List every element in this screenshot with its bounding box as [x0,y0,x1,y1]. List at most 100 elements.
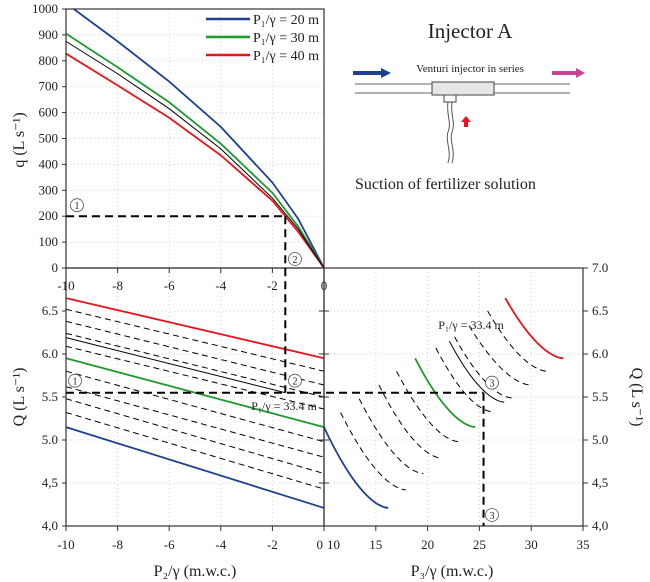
bottom-left-y-tick-label: 4,5 [42,475,58,490]
bottom-right-annotation: P₁/γ = 33.4 m [438,318,504,332]
top-series-line-2 [65,52,325,269]
bottom-left-x-tick-label: 0 [317,537,324,552]
top-y-axis-label: q (L s⁻¹) [11,112,28,167]
bottom-left-x-tick-label: -6 [164,537,175,552]
bottom-right-series-line-1 [414,357,476,428]
inflow-arrow-icon [353,68,391,78]
injector-diagram: Injector A Venturi injector in series Su… [353,19,585,193]
marker-1-bottom-circle [68,373,82,388]
top-x-tick-label: -2 [267,278,278,293]
marker-1-top: 1 [75,201,80,212]
marker-2-top-circle [288,252,302,266]
guide-lines: 1 2 1 2 3 3 [66,198,499,526]
bottom-right-series-line-0 [323,426,389,509]
bottom-left-series-line-10 [65,398,325,475]
marker-2-bottom-circle [288,373,302,388]
bottom-right-x-tick-label: 10 [327,537,340,552]
marker-3-axis-circle [485,508,499,522]
top-series-line-0 [73,8,325,269]
bottom-right-series-line-7 [396,370,459,443]
top-x-tick-label: -8 [112,278,123,293]
bottom-right-y-tick-label: 6.5 [592,303,608,318]
bottom-left-series-line-11 [65,412,325,490]
bottom-left-x-tick-label: -4 [215,537,226,552]
suction-tube [446,101,454,164]
bottom-left-series-line-7 [65,345,325,410]
bottom-right-x-tick-label: 25 [473,537,486,552]
legend-label-2: P₁/γ = 40 m [253,49,319,64]
marker-3-curve: 3 [490,379,495,390]
bottom-right-series-line-5 [358,398,424,475]
bottom-right-x-tick-label: 20 [421,537,434,552]
bottom-right-series-line-2 [504,297,564,360]
bottom-left-series-line-0 [65,297,325,360]
top-x-tick-label: -10 [57,278,74,293]
bottom-left-x-tick-label: -2 [267,537,278,552]
bottom-right-x-axis-label: P₃/γ (m.w.c.) [411,563,494,580]
top-y-tick-label: 0 [52,260,59,275]
bottom-left-annotation: P₁/γ = 33.4 m [251,399,317,413]
top-y-tick-label: 600 [39,105,59,120]
top-y-tick-label: 500 [39,131,59,146]
top-series-line-1 [65,32,325,269]
diagram-title: Injector A [428,19,513,43]
top-series-line-3 [65,40,325,269]
bottom-left-series-line-2 [65,426,325,509]
injector-port [443,94,457,103]
bottom-right-y-tick-label: 5.0 [592,432,608,447]
bottom-right-series-line-9 [454,336,512,399]
bottom-left-series-line-9 [65,386,325,458]
outflow-arrow-icon [552,68,585,78]
bottom-left-y-tick-label: 5.5 [42,389,58,404]
bottom-right-y-axis-label: Q (L s⁻¹) [628,368,645,427]
venturi-injector-body [431,81,495,96]
top-x-tick-label: -6 [164,278,175,293]
bottom-left-y-tick-label: 6.0 [42,346,58,361]
bottom-left-x-tick-label: -8 [112,537,123,552]
bottom-left-y-tick-label: 5.0 [42,432,58,447]
bottom-left-series-line-1 [65,357,325,428]
bottom-right-series-line-4 [340,412,406,491]
legend: P₁/γ = 20 m P₁/γ = 30 m P₁/γ = 40 m [206,13,319,64]
diagram-caption-bottom: Suction of fertilizer solution [355,176,536,193]
marker-2-bottom: 2 [293,377,298,388]
marker-1-bottom: 1 [73,377,78,388]
top-y-tick-label: 400 [39,156,59,171]
bottom-left-series-line-5 [65,320,325,386]
bottom-right-y-tick-label: 6.0 [592,346,608,361]
bottom-left-x-axis-label: P₂/γ (m.w.c.) [154,563,237,580]
axis-labels: 01002003004005006007008009001000-10-10-8… [11,1,645,580]
top-y-tick-label: 300 [39,182,59,197]
bottom-right-y-tick-label: 4,5 [592,475,608,490]
bottom-left-y-axis-label: Q (L s⁻¹) [11,368,28,427]
top-y-tick-label: 800 [39,53,59,68]
bottom-left-series-line-8 [65,370,325,443]
bottom-right-series-line-3 [448,340,505,403]
bottom-right-x-tick-label: 15 [369,537,382,552]
bottom-left-series-line-6 [65,332,325,398]
legend-label-1: P₁/γ = 30 m [253,31,319,46]
bottom-left-series-line-4 [65,308,325,372]
top-y-tick-label: 200 [39,208,59,223]
bottom-right-y-tick-label: 4,0 [592,518,608,533]
bottom-right-series-line-10 [468,325,531,386]
marker-2-top: 2 [293,255,298,266]
bottom-left-y-tick-label: 4,0 [42,518,58,533]
bottom-right-x-tick-label: 35 [577,537,590,552]
bottom-right-y-tick-label: 5.5 [592,389,608,404]
bottom-right-series-line-11 [487,310,547,372]
top-x-tick-label: 0 [321,278,328,293]
top-y-tick-label: 100 [39,234,59,249]
marker-3-axis: 3 [490,511,495,522]
grid-lines [66,9,583,526]
bottom-left-series-line-3 [65,337,286,394]
axes [62,8,588,531]
diagram-caption-top: Venturi injector in series [416,63,524,75]
legend-label-0: P₁/γ = 20 m [253,13,319,28]
top-y-tick-label: 1000 [32,1,58,16]
bottom-right-x-tick-label: 30 [525,537,538,552]
top-x-tick-label: -4 [215,278,226,293]
bottom-left-x-tick-label: -10 [57,537,74,552]
top-y-tick-label: 900 [39,27,59,42]
